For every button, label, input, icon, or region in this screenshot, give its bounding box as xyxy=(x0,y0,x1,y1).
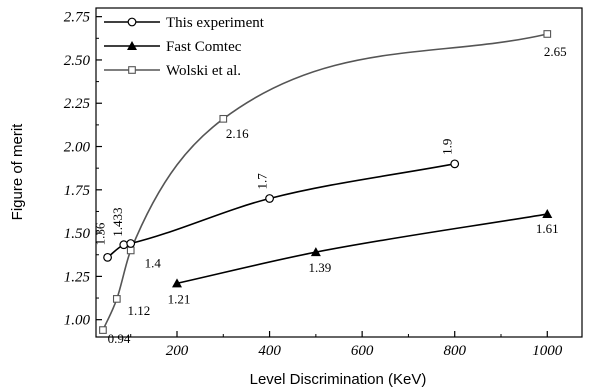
data-point xyxy=(543,30,552,38)
y-tick-label: 1.50 xyxy=(64,226,91,242)
data-point xyxy=(119,240,129,250)
series-layer: 0.941.121.42.162.651.36 1.4331.71.91.211.… xyxy=(93,30,567,346)
series-wolski: 0.94 1.12 1.4 2.16 2.65 xyxy=(99,30,567,346)
y-tick-label: 2.50 xyxy=(64,53,91,69)
legend-item-this-experiment: This experiment xyxy=(104,15,265,31)
series-fast-comtec: 1.21 1.39 1.61 xyxy=(168,209,559,306)
x-tick-label: 400 xyxy=(258,343,281,359)
y-tick-label: 2.25 xyxy=(64,96,91,112)
y-tick-label: 1.75 xyxy=(64,183,91,199)
x-axis-title: Level Discrimination (KeV) xyxy=(250,371,427,388)
x-tick-label: 1000 xyxy=(532,343,563,359)
data-point xyxy=(542,209,553,219)
legend-label: Wolski et al. xyxy=(166,63,241,79)
plot-frame xyxy=(95,7,583,338)
data-point xyxy=(219,114,228,123)
series-line xyxy=(107,163,455,258)
data-point xyxy=(172,278,182,288)
data-point xyxy=(99,326,107,334)
data-label: 1.36 xyxy=(93,222,108,245)
data-label: 1.39 xyxy=(308,260,331,275)
legend-label: This experiment xyxy=(166,15,265,31)
y-tick-label: 1.00 xyxy=(64,313,91,329)
data-point xyxy=(126,239,136,248)
data-label: 2.65 xyxy=(544,44,567,59)
legend-item-fast-comtec: Fast Comtec xyxy=(104,39,242,55)
data-point xyxy=(310,247,321,257)
data-label: 1.4 xyxy=(145,255,162,270)
data-label: 1.7 xyxy=(255,173,270,190)
data-label: 1.61 xyxy=(536,221,559,236)
legend-item-wolski: Wolski et al. xyxy=(104,63,241,79)
y-axis-title: Figure of merit xyxy=(9,123,26,221)
data-point xyxy=(112,295,121,303)
data-point xyxy=(126,246,135,255)
data-label: 1.9 xyxy=(440,139,455,155)
legend-marker xyxy=(128,66,136,74)
legend: This experiment Fast Comtec Wolski et al. xyxy=(104,15,265,79)
series-this-experiment: 1.36 1.433 1.7 1.9 xyxy=(93,139,460,262)
data-point xyxy=(103,252,112,262)
data-label: 0.94 xyxy=(108,331,131,346)
data-point xyxy=(265,194,274,203)
legend-marker xyxy=(127,17,137,27)
x-tick-label: 600 xyxy=(351,343,374,359)
series-line xyxy=(176,213,548,285)
y-tick-label: 2.00 xyxy=(64,140,91,156)
data-label: 1.12 xyxy=(127,303,150,318)
legend-marker xyxy=(127,41,137,50)
y-tick-label: 2.75 xyxy=(64,10,91,26)
data-label: 1.21 xyxy=(168,291,191,306)
y-axis: 1.00 1.25 1.50 1.75 2.00 2.25 2.50 2.75 xyxy=(64,10,102,329)
y-tick-label: 1.25 xyxy=(64,269,91,285)
x-tick-label: 200 xyxy=(166,343,189,359)
x-axis: 200 400 600 800 1000 xyxy=(130,331,563,359)
data-point xyxy=(450,159,460,169)
legend-label: Fast Comtec xyxy=(166,39,242,55)
data-label: 1.433 xyxy=(110,207,125,236)
x-tick-label: 800 xyxy=(443,343,466,359)
data-label: 2.16 xyxy=(226,126,249,141)
